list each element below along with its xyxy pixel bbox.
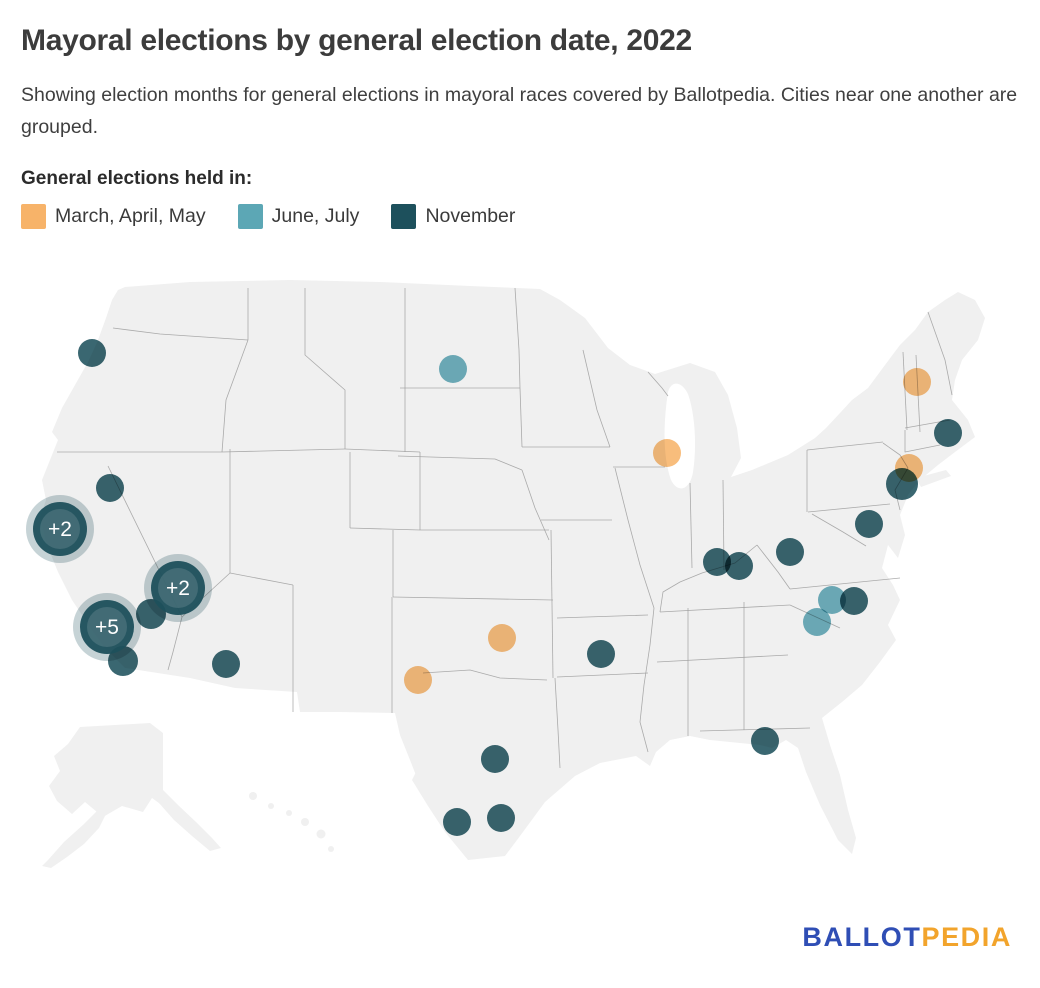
alaska — [49, 723, 163, 817]
city-dot-november[interactable] — [855, 510, 883, 538]
city-dot-november[interactable] — [751, 727, 779, 755]
cluster-dot[interactable]: +2 — [144, 554, 212, 622]
city-dot-november[interactable] — [487, 804, 515, 832]
logo-ballot-text: BALLOT — [802, 922, 922, 952]
city-dot-march_april_may[interactable] — [653, 439, 681, 467]
long-island — [916, 470, 951, 487]
legend-swatch-june-july — [237, 203, 263, 229]
city-dot-november[interactable] — [703, 548, 731, 576]
cluster-inner — [87, 607, 127, 647]
legend-item-march-april-may: March, April, May — [21, 203, 206, 229]
city-dot-june_july[interactable] — [818, 586, 846, 614]
legend-label: March, April, May — [55, 204, 206, 227]
legend-title: General elections held in: — [21, 167, 253, 189]
city-dot-november[interactable] — [587, 640, 615, 668]
cluster-ring — [33, 502, 87, 556]
legend-item-june-july: June, July — [237, 203, 360, 229]
cluster-count-label: +2 — [48, 518, 72, 541]
city-dot-november[interactable] — [776, 538, 804, 566]
city-dot-november[interactable] — [481, 745, 509, 773]
legend-label: June, July — [271, 204, 360, 227]
city-dot-november[interactable] — [212, 650, 240, 678]
legend-swatch-november — [391, 203, 417, 229]
city-dot-november[interactable] — [96, 474, 124, 502]
cluster-count-label: +2 — [166, 577, 190, 600]
cluster-ring — [80, 600, 134, 654]
city-dot-march_april_may[interactable] — [903, 368, 931, 396]
state-borders — [57, 287, 953, 769]
cluster-count-label: +5 — [95, 616, 119, 639]
city-dot-march_april_may[interactable] — [404, 666, 432, 694]
city-dot-june_july[interactable] — [803, 608, 831, 636]
page-subtitle: Showing election months for general elec… — [21, 84, 1018, 138]
city-dot-november[interactable] — [725, 552, 753, 580]
alaska-southeast — [159, 790, 221, 851]
cluster-dot[interactable]: +5 — [73, 593, 141, 661]
city-dot-november[interactable] — [78, 339, 106, 367]
city-dot-march_april_may[interactable] — [488, 624, 516, 652]
city-dot-november[interactable] — [443, 808, 471, 836]
header: Mayoral elections by general election da… — [21, 0, 1021, 229]
alaska-aleutians — [42, 808, 106, 868]
election-dots-layer: +2 +2 +5 — [26, 339, 962, 836]
legend-label: November — [425, 204, 516, 227]
hawaii — [249, 792, 334, 852]
cluster-ring — [151, 561, 205, 615]
legend-swatch-march-april-may — [21, 203, 46, 229]
legend-item-november: November — [391, 203, 516, 229]
city-dot-november[interactable] — [934, 419, 962, 447]
cluster-inner — [158, 568, 198, 608]
ballotpedia-logo[interactable]: BALLOTPEDIA — [802, 922, 1012, 953]
city-dot-june_july[interactable] — [439, 355, 467, 383]
legend: March, April, May June, July November — [21, 203, 1021, 229]
city-dot-november[interactable] — [840, 587, 868, 615]
cluster-dot[interactable]: +2 — [26, 495, 94, 563]
logo-pedia-text: PEDIA — [921, 922, 1012, 952]
city-dot-march_april_may[interactable] — [895, 454, 923, 482]
cluster-inner — [40, 509, 80, 549]
page-title: Mayoral elections by general election da… — [21, 24, 692, 57]
